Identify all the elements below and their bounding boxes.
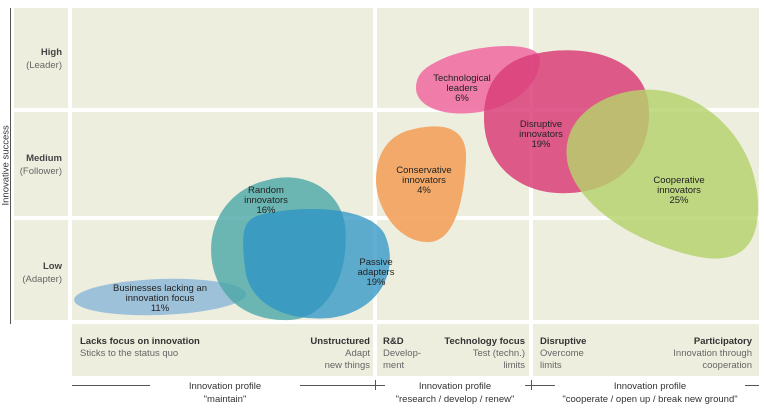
col-sub: Develop- bbox=[383, 348, 422, 359]
bubble-label-pct: 6% bbox=[455, 93, 469, 104]
col-title: R&D bbox=[383, 336, 404, 347]
profile-maintain: Innovation profile "maintain" bbox=[150, 380, 300, 406]
bubble-label-pct: 19% bbox=[366, 277, 386, 288]
profile-cooperate: Innovation profile "cooperate / open up … bbox=[555, 380, 745, 406]
bubble-label-line2: adapters bbox=[358, 267, 395, 278]
col2-left: R&D Develop- ment bbox=[383, 336, 443, 372]
col-sub: Innovation through bbox=[673, 348, 752, 359]
col3-right: Participatory Innovation through coopera… bbox=[630, 336, 752, 372]
y-level-sub: (Adapter) bbox=[22, 274, 62, 285]
y-level-sub: (Follower) bbox=[19, 166, 62, 177]
bubble-passive bbox=[243, 209, 390, 319]
bubble-label-line2: leaders bbox=[446, 83, 477, 94]
y-level-name: Low bbox=[43, 261, 62, 272]
col-title: Technology focus bbox=[444, 336, 525, 347]
bubble-label-line2: innovators bbox=[244, 195, 288, 206]
bubble-label-line1: Technological bbox=[433, 73, 491, 84]
y-axis-line bbox=[10, 8, 11, 324]
col-title: Participatory bbox=[693, 336, 752, 347]
x-axis-tick bbox=[375, 380, 376, 390]
profile-label: Innovation profile bbox=[188, 381, 262, 392]
bubble-label-line2: innovators bbox=[402, 175, 446, 186]
col-sub: ment bbox=[383, 360, 405, 371]
col-sub: Test (techn.) bbox=[472, 348, 525, 359]
bubble-label-pct: 19% bbox=[531, 139, 551, 150]
bubble-label-line1: Random bbox=[248, 185, 284, 196]
bubble-label-line1: Passive bbox=[359, 257, 392, 268]
bubble-cooperative bbox=[566, 89, 759, 259]
col-sub: Overcome bbox=[540, 348, 584, 359]
col-title: Disruptive bbox=[540, 336, 587, 347]
profile-label: Innovation profile bbox=[418, 381, 492, 392]
col-sub: Sticks to the status quo bbox=[80, 348, 179, 359]
col2-right: Technology focus Test (techn.) limits bbox=[425, 336, 525, 372]
bubble-label-line1: Businesses lacking an bbox=[113, 283, 207, 294]
bubble-label-pct: 11% bbox=[151, 303, 170, 314]
col-title: Unstructured bbox=[310, 336, 370, 347]
x-axis-tick bbox=[531, 380, 532, 390]
bubble-label-pct: 25% bbox=[669, 195, 689, 206]
bubble-label-line2: innovators bbox=[519, 129, 563, 140]
bubble-label-line2: innovation focus bbox=[126, 293, 195, 304]
y-level-high: High (Leader) bbox=[0, 46, 62, 72]
bubble-conservative bbox=[376, 126, 467, 243]
profile-value: "maintain" bbox=[203, 394, 247, 405]
y-level-medium: Medium (Follower) bbox=[0, 152, 62, 178]
col-title: Lacks focus on innovation bbox=[80, 336, 200, 347]
bubble-label-line1: Disruptive bbox=[520, 119, 562, 130]
profile-value: "research / develop / renew" bbox=[395, 394, 515, 405]
col-sub: new things bbox=[324, 360, 370, 371]
bubble-lacking bbox=[74, 278, 246, 316]
col-sub: Adapt bbox=[345, 348, 370, 359]
col-sub: limits bbox=[540, 360, 562, 371]
y-level-name: Medium bbox=[26, 153, 62, 164]
bubble-label-line1: Conservative bbox=[396, 165, 451, 176]
bubble-label-pct: 16% bbox=[256, 205, 276, 216]
col-sub: limits bbox=[503, 360, 525, 371]
bubble-label-pct: 4% bbox=[417, 185, 431, 196]
col1-left: Lacks focus on innovation Sticks to the … bbox=[80, 336, 230, 360]
profile-value: "cooperate / open up / break new ground" bbox=[562, 394, 738, 405]
profile-research: Innovation profile "research / develop /… bbox=[385, 380, 525, 406]
y-level-name: High bbox=[40, 47, 62, 58]
col1-right: Unstructured Adapt new things bbox=[270, 336, 370, 372]
col-sub: cooperation bbox=[702, 360, 752, 371]
col3-left: Disruptive Overcome limits bbox=[540, 336, 620, 372]
bubble-label-line1: Cooperative bbox=[653, 175, 704, 186]
profile-label: Innovation profile bbox=[613, 381, 687, 392]
y-level-sub: (Leader) bbox=[26, 60, 62, 71]
y-level-low: Low (Adapter) bbox=[0, 260, 62, 286]
bubble-label-line2: innovators bbox=[657, 185, 701, 196]
